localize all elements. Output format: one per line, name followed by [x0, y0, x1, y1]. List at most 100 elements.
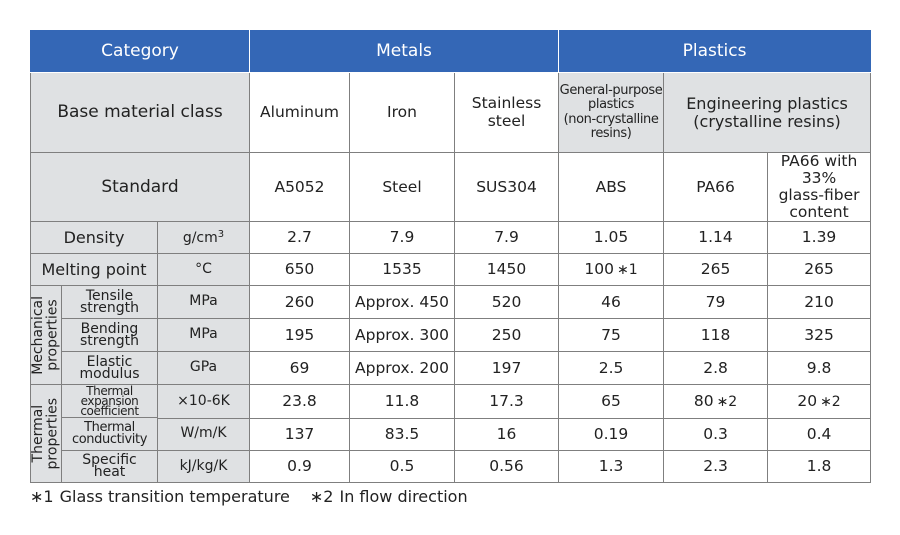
expansion-pa66gf: 20 ∗2 [767, 384, 872, 419]
footnote-1-text: Glass transition temperature [59, 487, 290, 506]
density-aluminum: 2.7 [249, 221, 350, 255]
melting-abs: 100 ∗1 [558, 253, 665, 287]
thermal-conductivity-label: Thermal conductivity [62, 418, 157, 451]
specific-heat-pa66gf: 1.8 [767, 449, 872, 484]
melting-point-label: Melting point [30, 253, 158, 287]
expansion-stainless: 17.3 [453, 384, 560, 419]
engineering-line-2: (crystalline resins) [693, 111, 841, 131]
elastic-abs: 2.5 [558, 351, 665, 386]
aluminum-cell: Aluminum [249, 72, 350, 153]
standard-label: Standard [30, 151, 250, 223]
pa66gf-line-1: PA66 with 33% [780, 152, 858, 188]
expansion-unit: ×10-6K [157, 384, 250, 419]
thermal-expansion-label: Thermal expansion coefficient [62, 385, 157, 418]
density-unit: g/cm3 [157, 221, 250, 255]
specific-heat-row: kJ/kg/K 0.9 0.5 0.56 1.3 2.3 1.8 [31, 449, 872, 484]
metals-header: Metals [248, 30, 560, 73]
bending-unit: MPa [157, 318, 250, 353]
conductivity-pa66: 0.3 [663, 417, 769, 451]
specific-heat-unit: kJ/kg/K [157, 449, 250, 484]
elastic-pa66gf: 9.8 [767, 351, 872, 386]
melting-point-unit: °C [157, 253, 250, 287]
elastic-modulus-row: GPa 69 Approx. 200 197 2.5 2.8 9.8 [31, 351, 872, 386]
elastic-unit: GPa [157, 351, 250, 386]
elastic-iron: Approx. 200 [349, 351, 455, 386]
specific-heat-pa66: 2.3 [663, 449, 769, 484]
iron-cell: Iron [349, 72, 455, 153]
tensile-strength-label: Tensile strength [62, 286, 157, 320]
footnote-2-text: In flow direction [339, 487, 468, 506]
conductivity-stainless: 16 [453, 417, 560, 451]
melting-stainless: 1450 [453, 253, 560, 287]
general-line-2: plastics [588, 97, 635, 113]
stainless-steel-cell: Stainless steel [453, 72, 560, 153]
footnotes: ∗1 Glass transition temperature ∗2 In flow … [30, 487, 474, 506]
thermal-conductivity-row: W/m/K 137 83.5 16 0.19 0.3 0.4 [31, 417, 872, 451]
melting-pa66gf: 265 [767, 253, 872, 287]
conductivity-pa66gf: 0.4 [767, 417, 872, 451]
bending-stainless: 250 [453, 318, 560, 353]
tensile-abs: 46 [558, 285, 665, 320]
density-iron: 7.9 [349, 221, 455, 255]
standard-pa66: PA66 [663, 151, 769, 223]
thermal-properties-group: Thermal properties Thermal expansion coeff… [30, 384, 158, 484]
bending-aluminum: 195 [249, 318, 350, 353]
tensile-stainless: 520 [453, 285, 560, 320]
elastic-stainless: 197 [453, 351, 560, 386]
standard-stainless: SUS304 [453, 151, 560, 223]
melting-aluminum: 650 [249, 253, 350, 287]
density-pa66: 1.14 [663, 221, 769, 255]
density-abs: 1.05 [558, 221, 665, 255]
specific-heat-aluminum: 0.9 [249, 449, 350, 484]
pa66gf-line-3: content [789, 203, 849, 222]
expansion-aluminum: 23.8 [249, 384, 350, 419]
bending-abs: 75 [558, 318, 665, 353]
melting-point-row: Melting point °C 650 1535 1450 100 ∗1 265… [30, 253, 872, 287]
general-line-1: General-purpose [559, 82, 663, 98]
plastics-header: Plastics [558, 30, 872, 73]
elastic-aluminum: 69 [249, 351, 350, 386]
conductivity-iron: 83.5 [349, 417, 455, 451]
tensile-aluminum: 260 [249, 285, 350, 320]
density-label: Density [30, 221, 158, 255]
general-line-4: resins) [590, 125, 632, 141]
header-row: Category Metals Plastics [30, 30, 872, 73]
density-row: Density g/cm3 2.7 7.9 7.9 1.05 1.14 1.39 [30, 221, 872, 255]
mechanical-properties-group: Mechanical properties Tensile strength Be… [30, 285, 158, 386]
standard-pa66-glass-fiber: PA66 with 33% glass-fiber content [767, 151, 872, 223]
tensile-pa66: 79 [663, 285, 769, 320]
specific-heat-label: Specific heat [82, 451, 137, 481]
material-properties-table: Category Metals Plastics Base material c… [30, 30, 872, 484]
tensile-unit: MPa [157, 285, 250, 320]
footnote-2-mark: ∗2 [309, 487, 334, 506]
thermal-properties-label: Thermal properties [30, 397, 61, 470]
bending-strength-label: Bending strength [62, 319, 157, 353]
mechanical-properties-label: Mechanical properties [30, 295, 61, 375]
tensile-pa66gf: 210 [767, 285, 872, 320]
standard-aluminum: A5052 [249, 151, 350, 223]
tensile-strength-row: Mechanical properties Tensile strength Be… [30, 285, 872, 386]
expansion-pa66: 80 ∗2 [663, 384, 769, 419]
footnote-1-mark: ∗1 [30, 487, 54, 506]
bending-iron: Approx. 300 [349, 318, 455, 353]
specific-heat-abs: 1.3 [558, 449, 665, 484]
melting-pa66: 265 [663, 253, 769, 287]
tensile-iron: Approx. 450 [349, 285, 455, 320]
base-material-row: Base material class Aluminum Iron Stainl… [30, 72, 872, 153]
engineering-line-1: Engineering plastics [686, 93, 848, 113]
conductivity-unit: W/m/K [157, 417, 250, 451]
bending-pa66: 118 [663, 318, 769, 353]
elastic-modulus-label: Elastic modulus [79, 353, 140, 383]
density-stainless: 7.9 [453, 221, 560, 255]
elastic-pa66: 2.8 [663, 351, 769, 386]
standard-row: Standard A5052 Steel SUS304 ABS PA66 PA6… [30, 151, 872, 223]
general-purpose-plastics-cell: General-purpose plastics (non-crystallin… [558, 72, 665, 153]
general-line-3: (non-crystalline [563, 111, 659, 127]
expansion-iron: 11.8 [349, 384, 455, 419]
conductivity-abs: 0.19 [558, 417, 665, 451]
base-material-label: Base material class [30, 72, 250, 153]
engineering-plastics-cell: Engineering plastics (crystalline resins… [663, 72, 872, 153]
standard-abs: ABS [558, 151, 665, 223]
melting-iron: 1535 [349, 253, 455, 287]
specific-heat-iron: 0.5 [349, 449, 455, 484]
